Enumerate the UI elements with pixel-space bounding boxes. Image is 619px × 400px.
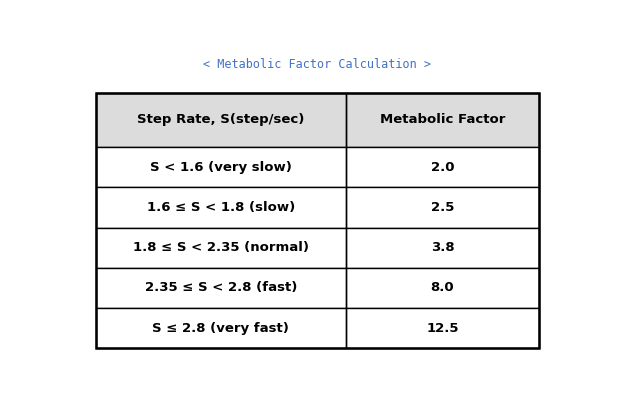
- Text: 2.5: 2.5: [431, 201, 454, 214]
- Bar: [346, 93, 539, 147]
- Bar: [95, 228, 346, 268]
- Text: 2.0: 2.0: [431, 161, 454, 174]
- Bar: [95, 187, 346, 228]
- Text: 1.8 ≤ S < 2.35 (normal): 1.8 ≤ S < 2.35 (normal): [133, 241, 309, 254]
- Text: 8.0: 8.0: [431, 282, 454, 294]
- Bar: [346, 308, 539, 348]
- Bar: [95, 147, 346, 187]
- Text: 2.35 ≤ S < 2.8 (fast): 2.35 ≤ S < 2.8 (fast): [145, 282, 297, 294]
- Bar: [346, 93, 539, 147]
- Bar: [95, 93, 539, 348]
- Bar: [95, 93, 346, 147]
- Bar: [95, 308, 346, 348]
- Text: 1.6 ≤ S < 1.8 (slow): 1.6 ≤ S < 1.8 (slow): [147, 201, 295, 214]
- Bar: [95, 268, 346, 308]
- Bar: [346, 187, 539, 228]
- Text: 3.8: 3.8: [431, 241, 454, 254]
- Bar: [346, 147, 539, 187]
- Bar: [346, 268, 539, 308]
- Bar: [95, 93, 346, 147]
- Bar: [95, 228, 346, 268]
- Bar: [95, 187, 346, 228]
- Text: S ≤ 2.8 (very fast): S ≤ 2.8 (very fast): [152, 322, 289, 335]
- Bar: [346, 228, 539, 268]
- Text: Metabolic Factor: Metabolic Factor: [380, 113, 505, 126]
- Text: S < 1.6 (very slow): S < 1.6 (very slow): [150, 161, 292, 174]
- Bar: [95, 147, 346, 187]
- Text: 12.5: 12.5: [426, 322, 459, 335]
- Bar: [346, 147, 539, 187]
- Text: < Metabolic Factor Calculation >: < Metabolic Factor Calculation >: [203, 58, 431, 72]
- Bar: [346, 187, 539, 228]
- Text: Step Rate, S(step/sec): Step Rate, S(step/sec): [137, 113, 305, 126]
- Bar: [346, 268, 539, 308]
- Bar: [346, 228, 539, 268]
- Bar: [95, 268, 346, 308]
- Bar: [346, 308, 539, 348]
- Bar: [95, 308, 346, 348]
